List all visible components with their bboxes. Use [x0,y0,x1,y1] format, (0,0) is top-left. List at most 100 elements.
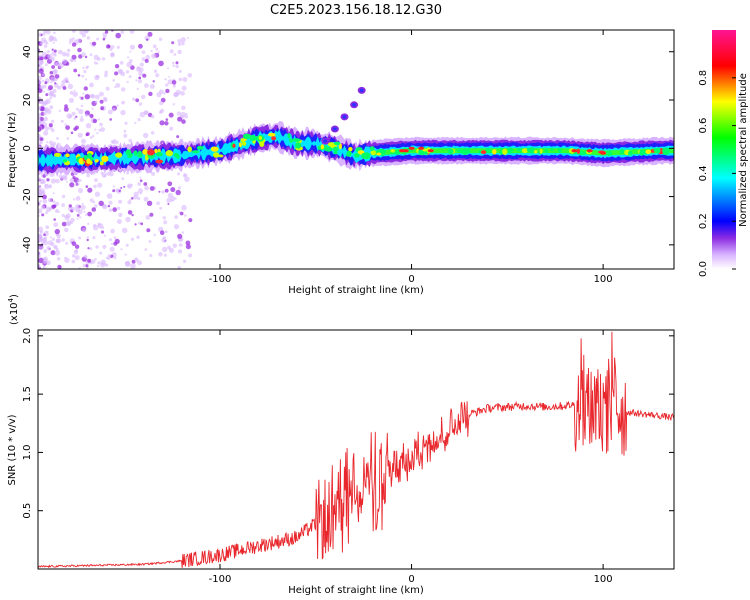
x-tick-label: -100 [209,574,232,585]
noise-speckle [74,255,80,261]
noise-speckle [152,80,155,83]
noise-speckle [62,86,67,90]
noise-speckle [116,206,121,210]
noise-speckle [159,120,165,126]
noise-speckle [38,208,43,214]
noise-speckle [104,73,108,78]
noise-speckle [129,50,132,53]
noise-speckle [46,245,51,251]
noise-speckle [38,105,41,111]
noise-speckle [167,79,173,85]
ridge-blob [338,143,342,150]
noise-speckle [139,176,142,179]
noise-speckle [177,116,183,122]
noise-speckle [155,73,160,78]
noise-speckle [79,117,84,122]
noise-speckle [43,249,48,254]
ridge-blob [62,159,68,163]
noise-speckle [139,179,143,182]
y-tick-label: 40 [22,45,33,58]
noise-speckle [127,210,133,215]
noise-speckle [159,101,164,106]
noise-speckle [106,256,109,260]
noise-speckle [85,123,92,129]
ridge-blob [268,132,275,137]
noise-speckle [118,212,123,217]
ridge-blob [133,150,138,156]
noise-speckle [150,114,155,119]
noise-speckle [177,186,181,190]
noise-speckle [73,68,78,73]
colorbar-tick-label: 0.8 [698,70,709,86]
noise-speckle [61,194,66,199]
noise-speckle [158,252,163,257]
noise-speckle [42,194,47,200]
noise-speckle [120,109,126,116]
noise-speckle [86,36,91,40]
noise-speckle [120,248,123,251]
ridge-blob [238,142,242,148]
noise-speckle [124,261,127,264]
noise-speckle [65,125,70,130]
noise-speckle [51,48,54,51]
ridge-blob [645,149,652,155]
y-tick-label: -40 [22,237,33,253]
noise-speckle [144,35,150,41]
noise-speckle [167,245,171,250]
noise-speckle [50,76,56,82]
noise-speckle [52,200,56,204]
noise-speckle [97,182,103,188]
noise-speckle [129,198,132,201]
noise-speckle [89,198,94,203]
noise-speckle [181,119,186,124]
noise-speckle [43,111,47,116]
noise-speckle [158,190,161,193]
noise-speckle [38,75,42,81]
ridge-blob [87,153,92,159]
noise-speckle [51,65,55,69]
noise-speckle [95,245,99,249]
noise-speckle [47,53,53,59]
ridge-blob [137,150,142,156]
noise-speckle [46,178,50,182]
spectrogram-xlabel: Height of straight line (km) [288,285,424,296]
ridge-blob [582,151,586,156]
noise-speckle [177,265,181,269]
noise-speckle [138,76,142,80]
noise-speckle [172,64,175,67]
noise-speckle [156,92,162,98]
noise-speckle [163,253,167,257]
ridge-blob [99,161,104,166]
ridge-blob [258,136,262,140]
noise-speckle [147,31,153,37]
ridge-blob [127,154,133,159]
noise-speckle [141,57,146,62]
ridge-blob [480,150,487,155]
noise-speckle [144,110,149,116]
noise-speckle [53,31,56,35]
noise-speckle [67,83,74,90]
branch-core [352,103,357,107]
noise-speckle [84,113,88,117]
noise-speckle [112,79,115,82]
noise-speckle [74,244,80,249]
noise-speckle [135,79,138,82]
noise-speckle [77,38,82,43]
noise-speckle [86,236,90,239]
noise-speckle [54,74,60,79]
noise-speckle [90,259,96,264]
noise-speckle [115,83,121,88]
noise-speckle [176,135,180,139]
ridge-blob [346,150,352,157]
noise-speckle [50,250,56,256]
ridge-blob [65,153,70,158]
noise-speckle [76,214,80,217]
noise-speckle [77,187,84,194]
noise-speckle [39,200,42,203]
noise-speckle [53,49,57,53]
noise-speckle [53,53,57,57]
noise-speckle [94,178,98,183]
noise-speckle [173,53,177,56]
noise-speckle [164,78,167,81]
noise-speckle [100,259,106,266]
